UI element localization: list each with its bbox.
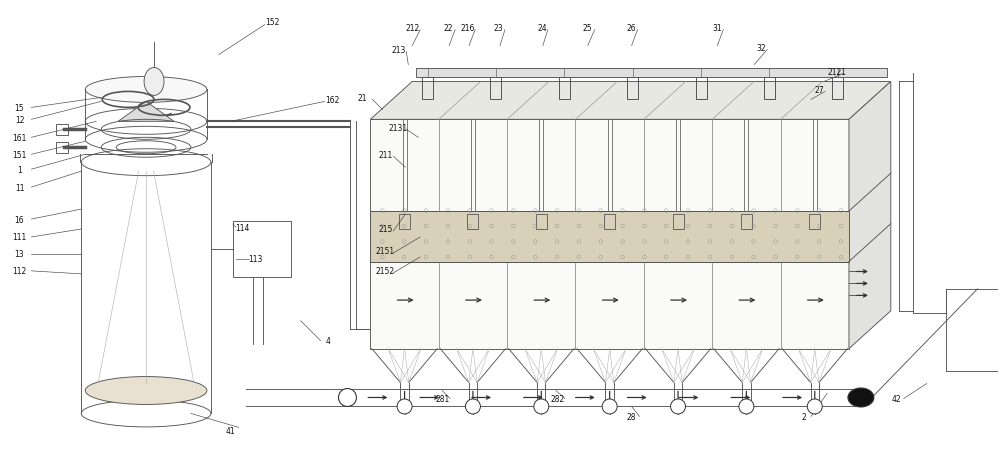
Text: 114: 114 — [236, 223, 250, 232]
Text: 282: 282 — [551, 394, 565, 403]
Bar — [559, 78, 570, 100]
Polygon shape — [118, 102, 174, 122]
Bar — [422, 78, 433, 100]
Text: 2151: 2151 — [376, 247, 395, 256]
Ellipse shape — [144, 68, 164, 96]
Text: 25: 25 — [583, 24, 593, 33]
Bar — [604, 214, 615, 230]
Text: 28: 28 — [627, 412, 636, 421]
Text: 12: 12 — [15, 116, 24, 124]
Circle shape — [465, 399, 480, 414]
Bar — [536, 214, 547, 230]
Text: 113: 113 — [249, 255, 263, 264]
Bar — [673, 214, 684, 230]
Polygon shape — [370, 82, 891, 120]
Bar — [416, 69, 887, 78]
Text: 13: 13 — [15, 250, 24, 259]
Bar — [370, 212, 849, 262]
Bar — [399, 214, 410, 230]
Polygon shape — [849, 82, 891, 349]
Circle shape — [397, 399, 412, 414]
Circle shape — [602, 399, 617, 414]
Circle shape — [534, 399, 549, 414]
Ellipse shape — [85, 377, 207, 404]
Text: 42: 42 — [892, 394, 902, 403]
Bar — [696, 78, 707, 100]
Text: 26: 26 — [627, 24, 636, 33]
Bar — [809, 214, 820, 230]
Circle shape — [807, 399, 822, 414]
Circle shape — [671, 399, 686, 414]
Text: 2152: 2152 — [376, 267, 395, 276]
Text: 161: 161 — [12, 134, 27, 142]
Text: 212: 212 — [405, 24, 419, 33]
Text: 32: 32 — [756, 44, 766, 53]
Text: 21: 21 — [358, 94, 367, 103]
Text: 22: 22 — [443, 24, 453, 33]
Text: 4: 4 — [326, 336, 331, 346]
Text: 211: 211 — [378, 151, 392, 159]
Text: 41: 41 — [226, 426, 236, 435]
Bar — [233, 222, 291, 277]
Text: 2131: 2131 — [389, 123, 408, 133]
Text: 216: 216 — [461, 24, 475, 33]
Text: 23: 23 — [493, 24, 503, 33]
Bar — [56, 142, 68, 153]
Text: 2: 2 — [802, 412, 806, 421]
Bar — [946, 289, 1000, 371]
Text: 16: 16 — [15, 215, 24, 224]
Bar — [490, 78, 501, 100]
Bar — [56, 124, 68, 135]
Ellipse shape — [848, 388, 874, 407]
Text: 215: 215 — [378, 225, 393, 234]
Text: 15: 15 — [15, 104, 24, 112]
Text: 152: 152 — [266, 18, 280, 27]
Circle shape — [338, 389, 356, 407]
Bar — [370, 120, 849, 349]
Text: 162: 162 — [325, 95, 340, 105]
Text: 31: 31 — [713, 24, 722, 33]
Circle shape — [739, 399, 754, 414]
Bar — [832, 78, 843, 100]
Bar — [467, 214, 478, 230]
Text: 213: 213 — [391, 46, 405, 55]
Text: 281: 281 — [435, 394, 449, 403]
Text: 11: 11 — [15, 183, 24, 192]
Text: 24: 24 — [537, 24, 547, 33]
Bar — [741, 214, 752, 230]
Ellipse shape — [85, 77, 207, 103]
Text: 2121: 2121 — [827, 68, 846, 77]
Text: 112: 112 — [12, 267, 27, 276]
Text: 111: 111 — [12, 233, 27, 242]
Text: 151: 151 — [12, 151, 27, 159]
Text: 1: 1 — [17, 165, 22, 174]
Bar — [764, 78, 775, 100]
Bar — [627, 78, 638, 100]
Text: 27: 27 — [814, 86, 824, 95]
